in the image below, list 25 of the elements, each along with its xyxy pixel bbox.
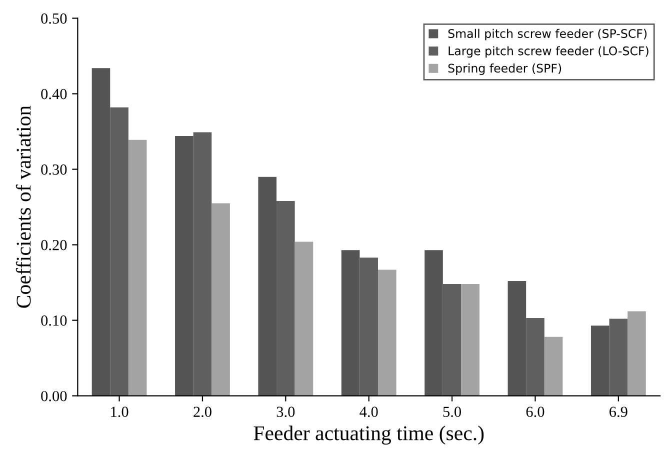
x-tick-label: 6.0 [526,406,544,418]
bar [461,284,480,396]
x-tick-label: 5.0 [443,406,462,418]
x-axis-title: Feeder actuating time (sec.) [254,426,484,445]
bar [212,203,230,396]
bar [628,311,646,396]
bar [378,270,396,396]
legend-label: Spring feeder (SPF) [448,64,562,75]
x-tick-label: 6.9 [610,406,628,418]
legend-label: Small pitch screw feeder (SP-SCF) [448,28,647,40]
y-tick-label: 0.30 [41,164,67,175]
y-tick-label: 0.10 [41,315,67,326]
legend-label: Large pitch screw feeder (LO-SCF) [448,46,648,58]
bar [294,242,314,396]
x-tick-label: 3.0 [276,406,295,418]
y-tick-label: 0.40 [41,88,67,100]
bar [544,336,563,396]
x-tick-label: 1.0 [111,406,128,418]
bar [128,140,147,396]
y-tick-label: 0.50 [41,13,67,24]
y-tick-label: 0.00 [41,390,67,402]
y-tick-label: 0.20 [41,240,67,250]
x-tick-label: 2.0 [194,406,212,418]
y-axis-title: Coefficients of variation [16,106,31,308]
x-tick-label: 4.0 [360,406,378,418]
